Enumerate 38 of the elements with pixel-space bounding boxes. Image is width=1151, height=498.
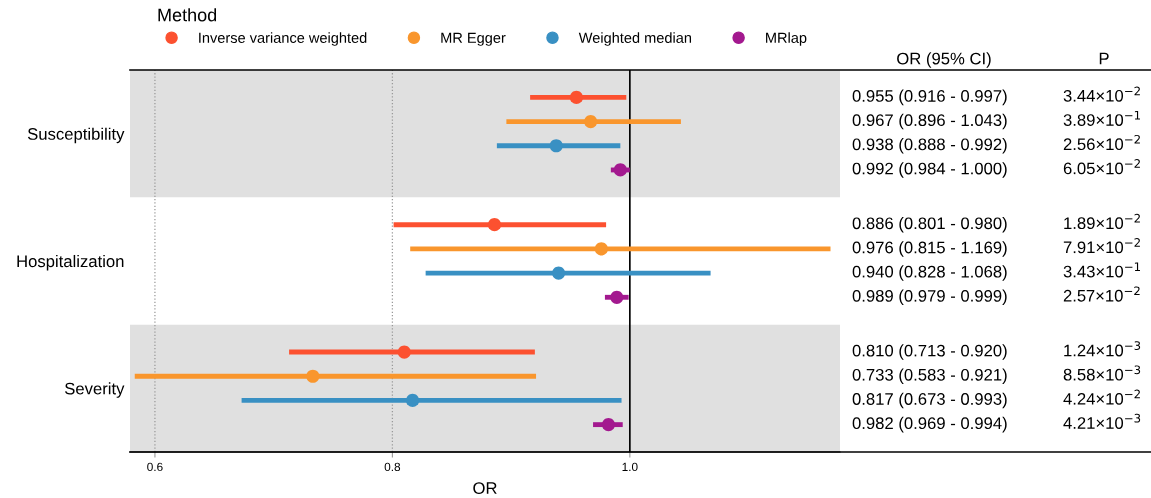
- text: 2.56×10$^{−2}$: [1063, 134, 1140, 151]
- text: 3.44×10$^{−2}$: [1063, 86, 1140, 102]
- text: 8.58×10$^{−3}$: [1063, 365, 1141, 381]
- x-axis-title: OR: [473, 482, 497, 494]
- text: 0.982 (0.969 - 0.994): [852, 416, 1007, 433]
- text: 0.810 (0.713 - 0.920): [852, 344, 1007, 360]
- text: 0.733 (0.583 - 0.921): [852, 368, 1007, 384]
- text: 6.05×10$^{−2}$: [1063, 159, 1140, 175]
- y-tick-label: Hospitalization: [17, 254, 124, 271]
- text: 0.955 (0.916 - 0.997): [852, 89, 1007, 106]
- text: OR (95% CI): [897, 52, 991, 68]
- text: 7.91×10$^{−2}$: [1063, 238, 1140, 254]
- text: 1.24×10$^{−3}$: [1064, 341, 1141, 357]
- legend-label: Inverse variance weighted: [199, 32, 367, 46]
- x-tick-label: 1.0: [622, 462, 638, 472]
- text: 4.24×10$^{−2}$: [1063, 389, 1140, 405]
- text: 0.817 (0.673 - 0.993): [852, 392, 1007, 409]
- text: 3.89×10$^{−1}$: [1063, 110, 1140, 126]
- text: 0.886 (0.801 - 0.980): [852, 216, 1007, 233]
- text: 3.43×10$^{−1}$: [1063, 262, 1140, 278]
- y-tick-label: Severity: [65, 382, 125, 398]
- text: 2.57×10$^{−2}$: [1063, 286, 1140, 302]
- legend-title: Method: [158, 8, 217, 22]
- y-tick-label: Susceptibility: [27, 127, 125, 144]
- text: 0.992 (0.984 - 1.000): [852, 162, 1007, 178]
- x-tick-label: 0.8: [384, 462, 401, 472]
- x-tick-label: 0.6: [147, 462, 163, 472]
- legend-label: MR Egger: [441, 32, 506, 46]
- text: 4.21×10$^{−3}$: [1063, 413, 1141, 429]
- text: 0.940 (0.828 - 1.068): [852, 265, 1007, 281]
- text: 0.976 (0.815 - 1.169): [852, 241, 1007, 257]
- text: 0.938 (0.888 - 0.992): [852, 138, 1007, 154]
- legend-label: Weighted median: [578, 32, 692, 46]
- text: 1.89×10$^{−2}$: [1064, 213, 1140, 230]
- text: P: [1099, 52, 1109, 65]
- legend-label: MRlap: [766, 32, 807, 46]
- text: 0.967 (0.896 - 1.043): [852, 113, 1007, 130]
- text: 0.989 (0.979 - 0.999): [852, 289, 1007, 306]
